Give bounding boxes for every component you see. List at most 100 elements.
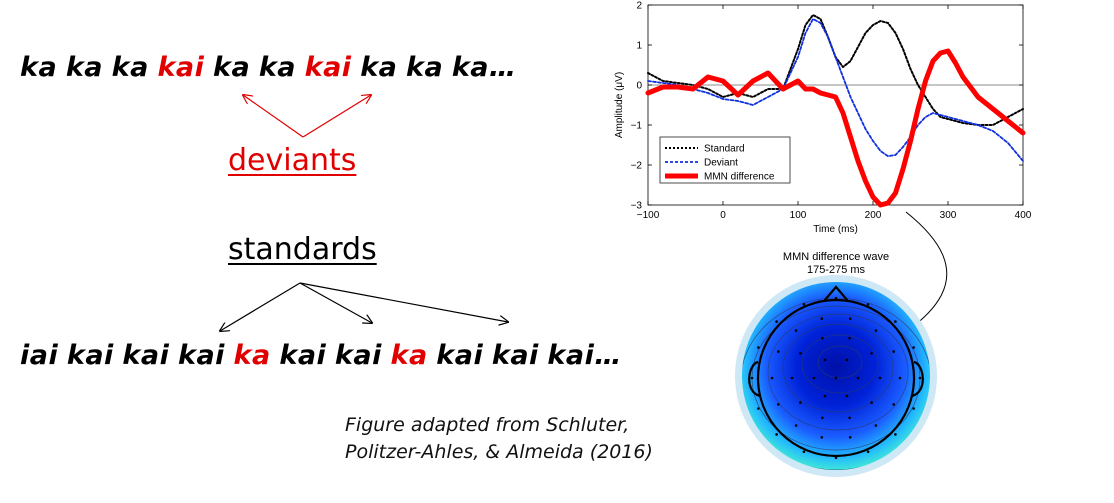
- electrode-dot: [848, 317, 852, 321]
- standard-syllable: ka: [360, 52, 398, 83]
- electrode-dot: [802, 450, 806, 454]
- electrode-dots: [750, 296, 922, 460]
- electrode-dot: [802, 303, 806, 306]
- x-tick-label: 0: [720, 210, 726, 221]
- electrode-dot: [848, 416, 851, 420]
- electrode-dot: [799, 401, 802, 404]
- standard-syllable: iai: [20, 340, 59, 371]
- electrode-dot: [777, 403, 780, 406]
- standard-syllable: kai: [279, 340, 327, 371]
- y-axis-label: Amplitude (μV): [614, 72, 625, 138]
- electrode-dot: [757, 407, 760, 410]
- y-tick-label: −3: [631, 201, 643, 212]
- legend-entry: Standard: [704, 144, 745, 155]
- standard-arrows: [220, 282, 508, 331]
- deviant-syllable: kai: [157, 52, 205, 83]
- electrode-dot: [894, 320, 897, 323]
- standard-syllable: ka: [65, 52, 103, 83]
- electrode-dot: [912, 407, 915, 410]
- topomap-subtitle: 175-275 ms: [807, 264, 866, 276]
- electrode-dot: [848, 436, 852, 439]
- right-ear-icon: [911, 360, 924, 398]
- figure-caption: Figure adapted from Schluter, Politzer-A…: [345, 412, 653, 466]
- deviant-syllable: ka: [233, 340, 271, 371]
- head-outline: [756, 298, 916, 458]
- deviant-arrows: [243, 95, 371, 138]
- electrode-dot: [834, 456, 838, 460]
- electrode-dot: [834, 296, 838, 300]
- standard-syllable: ka: [20, 52, 58, 83]
- electrode-dot: [790, 376, 794, 380]
- electrode-dot: [770, 376, 774, 380]
- standard-syllable: ka: [406, 52, 444, 83]
- x-tick-label: 200: [865, 210, 882, 221]
- y-tick-label: 2: [636, 1, 642, 12]
- standard-arrow-3: [299, 282, 508, 322]
- deviants-label: deviants: [228, 143, 357, 178]
- left-ear-icon: [748, 360, 761, 398]
- standard-syllable: kai: [334, 340, 382, 371]
- electrode-dot: [820, 436, 824, 439]
- x-axis-label: Time (ms): [813, 224, 858, 235]
- electrode-dot: [918, 376, 922, 380]
- electrode-dot: [870, 401, 873, 404]
- standard-syllable: ka: [258, 52, 296, 83]
- legend-entry: Deviant: [704, 158, 738, 169]
- x-tick-label: 400: [1015, 210, 1032, 221]
- standard-syllable: kai…: [547, 340, 622, 371]
- deviant-syllable: kai: [304, 52, 352, 83]
- electrode-dot: [845, 394, 849, 398]
- electrode-dot: [750, 376, 754, 380]
- electrode-dot: [856, 376, 860, 380]
- legend-entry: MMN difference: [704, 172, 775, 183]
- electrode-dot: [834, 376, 838, 380]
- standard-syllable: kai: [436, 340, 484, 371]
- standard-syllable: kai: [66, 340, 114, 371]
- electrode-dot: [799, 352, 802, 355]
- caption-line-2: Politzer-Ahles, & Almeida (2016): [345, 441, 653, 463]
- topomap-field: [742, 282, 930, 470]
- deviant-arrow-right: [302, 95, 371, 138]
- electrode-dot: [775, 433, 778, 436]
- y-tick-label: −2: [631, 161, 643, 172]
- electrode-dot: [870, 352, 873, 355]
- nose-icon: [823, 285, 849, 302]
- electrode-dot: [874, 424, 878, 427]
- standard-syllable: kai: [491, 340, 539, 371]
- deviant-arrow-left: [243, 95, 304, 138]
- electrode-dot: [892, 403, 895, 406]
- standard-sequence-ka: ka ka ka kai ka ka kai ka ka ka…: [20, 52, 525, 83]
- standard-syllable: kai: [177, 340, 225, 371]
- electrode-dot: [898, 376, 902, 380]
- standard-arrow-1: [220, 282, 301, 331]
- electrode-dot: [777, 350, 780, 353]
- y-tick-label: 0: [636, 81, 642, 92]
- electrode-dot: [848, 336, 851, 340]
- electrode-dot: [866, 303, 870, 306]
- series-line-mmn-difference: [645, 48, 1026, 208]
- electrode-dot: [892, 350, 895, 353]
- standards-label: standards: [228, 232, 377, 267]
- electrode-dot: [775, 320, 778, 323]
- electrode-dot: [794, 329, 798, 332]
- electrode-dot: [794, 424, 798, 427]
- x-tick-label: 100: [790, 210, 807, 221]
- standard-arrow-2: [299, 282, 372, 323]
- electrode-dot: [845, 358, 849, 362]
- standard-syllable: ka: [213, 52, 251, 83]
- electrode-dot: [821, 416, 824, 420]
- y-tick-label: −1: [631, 121, 643, 132]
- standard-sequence-kai: iai kai kai kai ka kai kai ka kai kai kai…: [20, 340, 630, 371]
- electrode-dot: [823, 394, 827, 398]
- electrode-dot: [912, 346, 915, 349]
- electrode-dot: [757, 346, 760, 349]
- electrode-dot: [820, 317, 824, 321]
- y-tick-label: 1: [636, 41, 642, 52]
- caption-line-1: Figure adapted from Schluter,: [345, 414, 630, 436]
- x-tick-label: 300: [940, 210, 957, 221]
- erp-chart: −100 0 100 200 300 400 −3 −2 −1 0 1 2 Time (ms) Ampli…: [614, 1, 1032, 236]
- electrode-dot: [823, 358, 827, 362]
- electrode-dot: [894, 433, 897, 436]
- standard-syllable: kai: [122, 340, 170, 371]
